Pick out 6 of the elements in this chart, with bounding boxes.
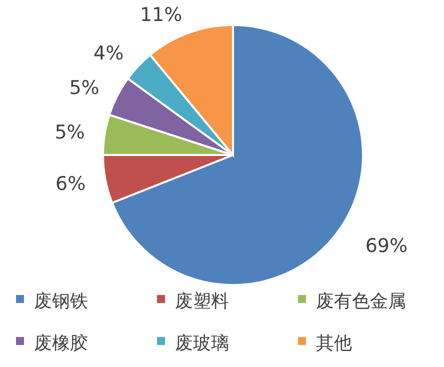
legend-label: 废钢铁 [34,291,88,312]
legend-label: 废玻璃 [175,333,229,354]
legend-label: 废橡胶 [34,333,88,354]
legend-label: 废有色金属 [316,291,406,312]
legend-label: 其他 [316,333,352,354]
legend-label: 废塑料 [175,291,229,312]
